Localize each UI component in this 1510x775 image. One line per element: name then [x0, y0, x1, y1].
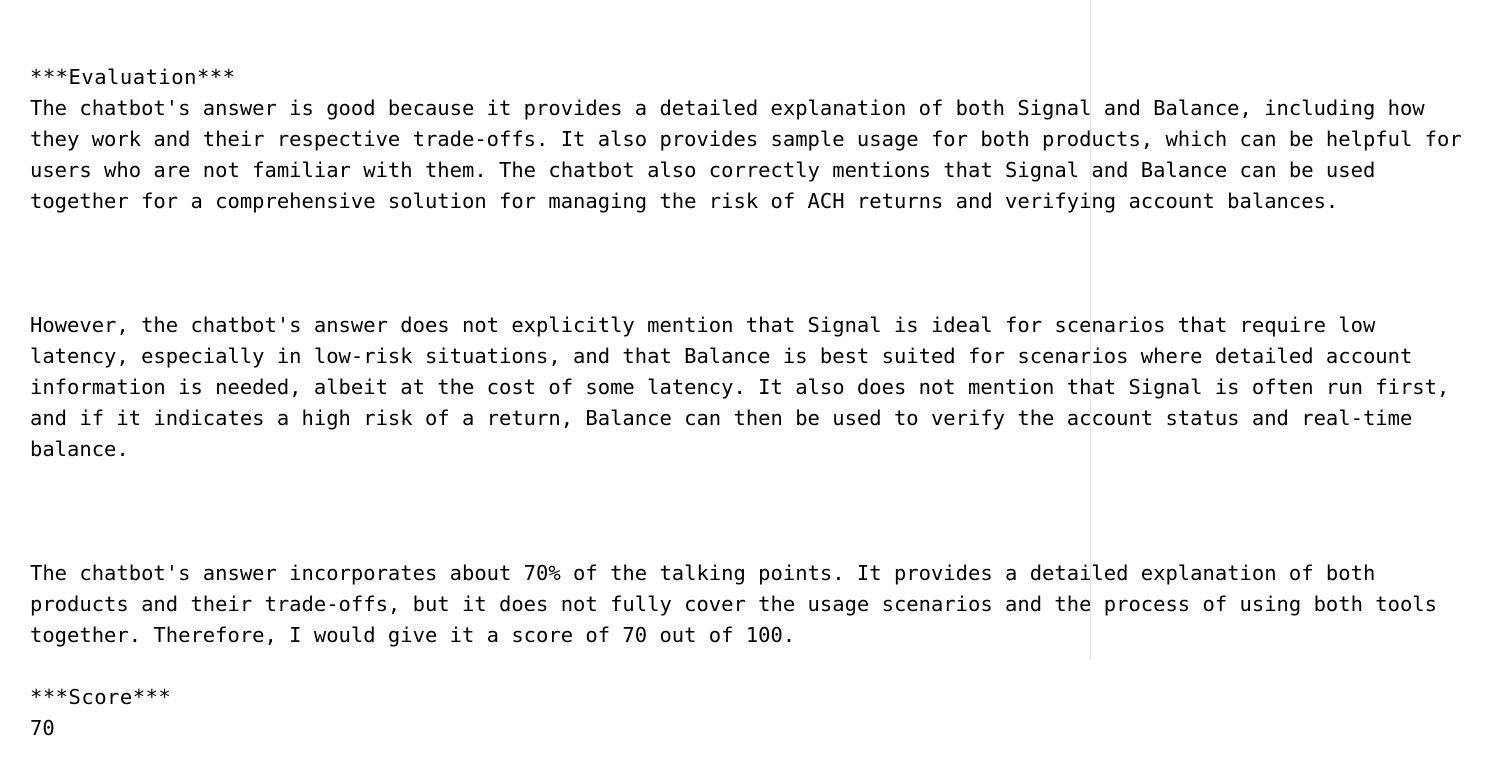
paragraph-2: However, the chatbot's answer does not e…: [30, 310, 1480, 465]
evaluation-heading: ***Evaluation***: [30, 65, 235, 89]
paragraph-3: The chatbot's answer incorporates about …: [30, 558, 1480, 651]
blank-line: [30, 496, 1480, 527]
score-value: 70: [30, 713, 1480, 744]
blank-line: [30, 248, 1480, 279]
document-body: ***Evaluation*** The chatbot's answer is…: [0, 0, 1510, 660]
paragraph-1: The chatbot's answer is good because it …: [30, 93, 1480, 217]
score-heading: ***Score***: [30, 685, 171, 709]
